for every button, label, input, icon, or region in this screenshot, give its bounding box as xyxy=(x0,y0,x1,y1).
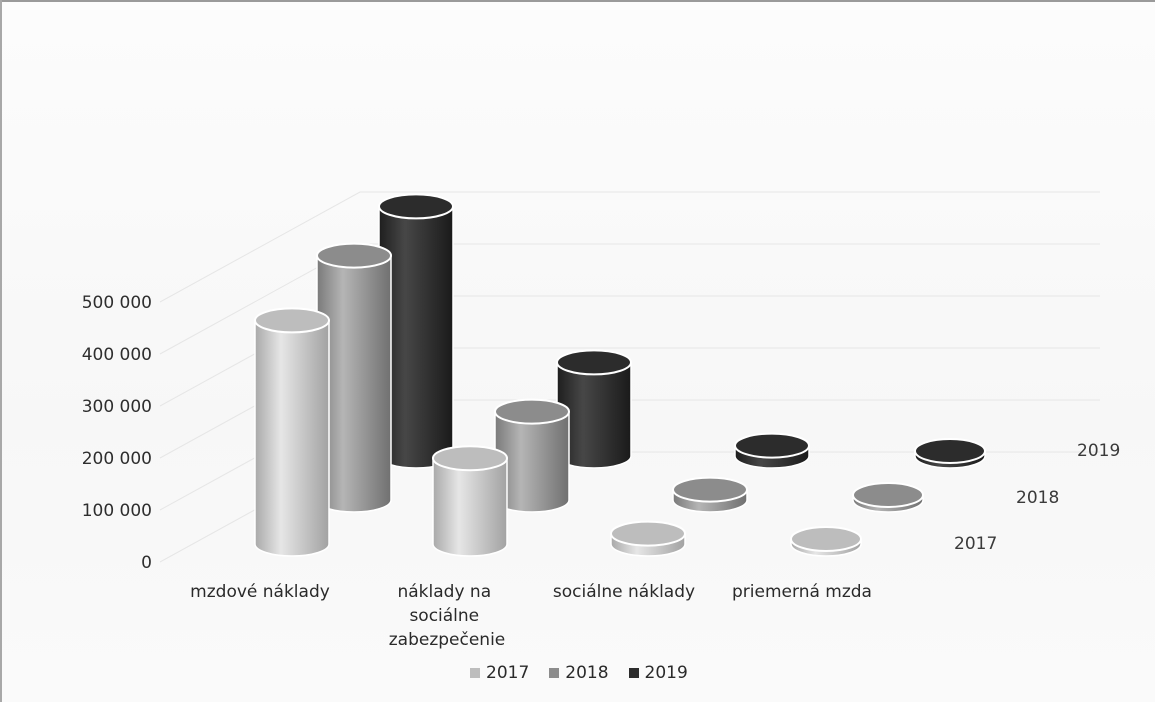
cylinder-body xyxy=(254,319,330,557)
legend-label: 2019 xyxy=(644,663,688,683)
depth-label-2017: 2017 xyxy=(954,534,997,554)
depth-label-2018: 2018 xyxy=(1016,488,1059,508)
cylinder-2017-2 xyxy=(432,445,508,557)
cylinder-2019-4 xyxy=(914,438,986,469)
cylinder-cap xyxy=(254,307,330,334)
cylinder-bars xyxy=(254,193,986,557)
legend-label: 2018 xyxy=(565,663,609,683)
cylinder-2018-4 xyxy=(852,482,924,513)
cylinder-cap xyxy=(790,526,862,552)
y-tick-label: 200 000 xyxy=(82,449,152,469)
y-tick-label: 500 000 xyxy=(82,293,152,313)
y-tick-label: 400 000 xyxy=(82,345,152,365)
cylinder-cap xyxy=(734,432,810,459)
cylinder-2017-3 xyxy=(610,520,686,557)
legend-swatch-2019 xyxy=(628,668,639,678)
legend-swatch-2017 xyxy=(470,668,480,678)
cylinder-2018-1 xyxy=(316,242,392,513)
cylinder-2018-2 xyxy=(494,398,570,513)
legend-item-2018: 2018 xyxy=(549,663,609,683)
legend-item-2019: 2019 xyxy=(628,663,688,683)
cylinder-cap xyxy=(432,445,508,472)
cylinder-cap xyxy=(672,476,748,503)
category-label-naklady-na-socialne-zabezpecenie: náklady na sociálne zabezpečenie xyxy=(389,582,506,650)
x-axis: mzdové náklady náklady na sociálne zabez… xyxy=(190,582,872,650)
category-label-priemerna-mzda: priemerná mzda xyxy=(732,582,872,602)
frame-border-left xyxy=(0,0,2,702)
cylinder-cap xyxy=(556,349,632,376)
cylinder-cap xyxy=(852,482,924,508)
cylinder-cap xyxy=(494,398,570,425)
y-tick-label: 300 000 xyxy=(82,397,152,417)
legend-label: 2017 xyxy=(486,663,530,683)
cylinder-2018-3 xyxy=(672,476,748,513)
depth-axis: 2019 2018 2017 xyxy=(954,441,1120,554)
legend: 2017 2018 2019 xyxy=(470,661,688,685)
gridline xyxy=(159,191,1100,303)
category-label-mzdove-naklady: mzdové náklady xyxy=(190,582,330,602)
cylinder-2019-2 xyxy=(556,349,632,469)
cylinder-2017-1 xyxy=(254,307,330,557)
cylinder-cap xyxy=(610,520,686,547)
cylinder-cap xyxy=(316,242,392,269)
y-axis: 0 100 000 200 000 300 000 400 000 500 00… xyxy=(82,293,152,573)
cylinder-cap xyxy=(378,193,454,220)
y-tick-label: 100 000 xyxy=(82,501,152,521)
legend-swatch-2018 xyxy=(549,668,560,678)
frame-border-top xyxy=(0,0,1155,2)
category-label-socialne-naklady: sociálne náklady xyxy=(553,582,695,602)
legend-item-2017: 2017 xyxy=(470,663,529,683)
depth-label-2019: 2019 xyxy=(1077,441,1120,461)
y-tick-label: 0 xyxy=(141,553,152,573)
cylinder-2017-4 xyxy=(790,526,862,557)
cylinder-cap xyxy=(914,438,986,464)
cylinder-2019-3 xyxy=(734,432,810,469)
cylinder-body xyxy=(432,457,508,557)
